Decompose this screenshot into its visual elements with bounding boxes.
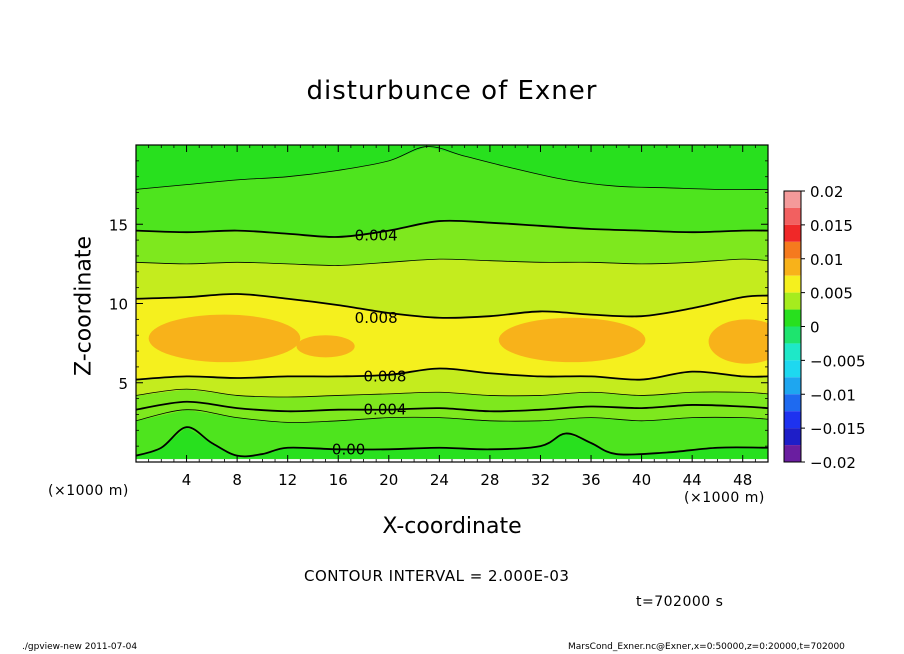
x-tick-label-2: 12 xyxy=(278,471,297,489)
colorbar-band-7 xyxy=(784,309,801,327)
contour-line-6 xyxy=(136,258,768,266)
contour-line-5 xyxy=(136,293,768,319)
colorbar-band-13 xyxy=(784,411,801,429)
colorbar-tick-label-3: 0.005 xyxy=(810,285,853,303)
contour-label-7: 0.004 xyxy=(355,226,398,244)
colorbar-band-9 xyxy=(784,343,801,361)
x-tick-label-10: 44 xyxy=(683,471,702,489)
high-region-0 xyxy=(148,314,301,363)
colorbar-band-3 xyxy=(784,241,801,259)
x-tick-label-4: 20 xyxy=(379,471,398,489)
colorbar-band-11 xyxy=(784,377,801,395)
x-tick-label-9: 40 xyxy=(632,471,651,489)
x-tick-label-6: 28 xyxy=(480,471,499,489)
x-tick-label-0: 4 xyxy=(182,471,192,489)
contour-line-3 xyxy=(136,388,768,398)
plot-area: 0.00 0.004 0.008 0.008 0.004 xyxy=(136,145,768,460)
colorbar-tick-label-5: −0.005 xyxy=(810,352,866,370)
colorbar-tick-label-2: 0.01 xyxy=(810,251,843,269)
colorbar-band-10 xyxy=(784,360,801,378)
y-tick-label-0: 5 xyxy=(118,375,128,393)
colorbar-tick-label-8: −0.02 xyxy=(810,454,856,472)
time-label: t=702000 s xyxy=(636,594,724,610)
colorbar-band-12 xyxy=(784,394,801,412)
colorbar-band-14 xyxy=(784,428,801,446)
colorbar-tick-label-6: −0.01 xyxy=(810,386,856,404)
colorbar-tick-label-1: 0.015 xyxy=(810,217,853,235)
colorbar-band-4 xyxy=(784,258,801,276)
y-tick-label-1: 10 xyxy=(109,296,128,314)
x-tick-label-3: 16 xyxy=(329,471,348,489)
contour-line-1 xyxy=(136,409,768,423)
colorbar-band-15 xyxy=(784,445,801,462)
y-tick-label-2: 15 xyxy=(109,216,128,234)
chart-title: disturbunce of Exner xyxy=(306,76,598,106)
x-unit-label-right: (×1000 m) xyxy=(684,490,765,506)
colorbar-band-6 xyxy=(784,292,801,310)
high-region-3 xyxy=(708,319,768,364)
contour-line-8 xyxy=(136,146,768,190)
contour-label-5: 0.008 xyxy=(355,309,398,327)
x-tick-label-8: 36 xyxy=(581,471,600,489)
x-tick-label-11: 48 xyxy=(733,471,752,489)
x-tick-label-7: 32 xyxy=(531,471,550,489)
x-axis-label: X-coordinate xyxy=(382,514,522,539)
contour-line-7 xyxy=(136,219,768,238)
contour-line-4 xyxy=(136,367,768,381)
colorbar-band-5 xyxy=(784,275,801,293)
y-axis-label: Z-coordinate xyxy=(71,236,97,376)
colorbar-tick-label-7: −0.015 xyxy=(810,420,866,438)
footer-left-text: ./gpview-new 2011-07-04 xyxy=(22,642,138,652)
footer-right-text: MarsCond_Exner.nc@Exner,x=0:50000,z=0:20… xyxy=(568,642,845,652)
contour-interval-label: CONTOUR INTERVAL = 2.000E-03 xyxy=(304,567,570,585)
colorbar-band-2 xyxy=(784,224,801,242)
high-region-1 xyxy=(296,335,355,358)
contour-line-2 xyxy=(136,400,768,413)
contour-label-2: 0.004 xyxy=(364,401,407,419)
x-tick-label-5: 24 xyxy=(430,471,449,489)
colorbar-band-8 xyxy=(784,326,801,344)
contour-label-4: 0.008 xyxy=(364,367,407,385)
colorbar-tick-label-4: 0 xyxy=(810,319,820,337)
x-tick-label-1: 8 xyxy=(232,471,242,489)
contour-line-0 xyxy=(136,426,768,458)
x-unit-label-left: (×1000 m) xyxy=(48,483,129,499)
contour-label-0: 0.00 xyxy=(332,440,365,458)
colorbar-tick-label-0: 0.02 xyxy=(810,183,843,201)
colorbar-band-1 xyxy=(784,207,801,225)
colorbar-band-0 xyxy=(784,191,801,208)
high-region-2 xyxy=(498,317,646,363)
